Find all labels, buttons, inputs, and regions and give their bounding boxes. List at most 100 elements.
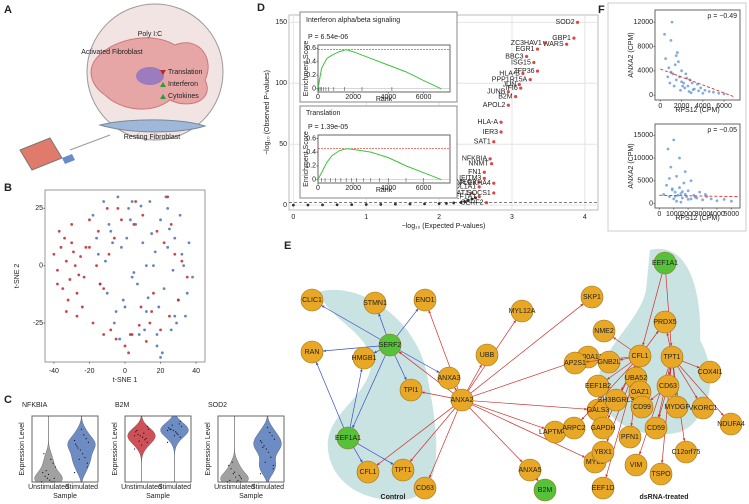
x-axis-label: RPS12 (CPM) (675, 215, 719, 222)
edge (472, 400, 588, 411)
y-tick-label: 5000 (637, 178, 653, 185)
point (109, 229, 113, 233)
point-label: PPP1R15A (492, 76, 528, 83)
point-label: COL1A1 (449, 184, 476, 191)
point (95, 236, 98, 240)
node-label: EEF1A1 (335, 435, 361, 442)
point (134, 200, 138, 203)
point (166, 195, 170, 199)
point (492, 181, 496, 185)
node-label: EEF1B2 (585, 383, 611, 390)
point (139, 435, 141, 437)
point (45, 470, 47, 472)
point (111, 241, 114, 245)
node (437, 366, 461, 390)
point (394, 202, 397, 206)
point (180, 252, 184, 256)
point (169, 223, 173, 226)
x-tick-label: 3 (510, 214, 514, 221)
point (470, 191, 474, 195)
point (477, 180, 481, 184)
point (139, 305, 143, 309)
node-label: SKP1 (583, 294, 601, 301)
point (175, 321, 178, 325)
point (445, 202, 448, 205)
point (91, 213, 95, 217)
point (680, 80, 683, 84)
node-label: GAPDH (591, 425, 616, 432)
point (271, 435, 273, 437)
edge (606, 362, 632, 380)
node (674, 440, 698, 464)
point (676, 60, 680, 64)
point (668, 195, 671, 199)
node-label: TPT1 (394, 467, 411, 474)
node-label: UBA52 (625, 375, 647, 382)
point (364, 203, 368, 206)
edge (376, 406, 454, 466)
point (528, 77, 532, 82)
edge (658, 396, 666, 418)
point (683, 192, 687, 196)
point (519, 86, 523, 90)
point (56, 268, 59, 272)
diagram (19, 3, 224, 171)
point (83, 434, 85, 436)
point (120, 245, 123, 249)
edge (378, 313, 387, 335)
y-tick-label: 50 (279, 141, 287, 148)
point (675, 174, 679, 178)
point (125, 236, 129, 240)
nucleus (136, 67, 164, 85)
point (59, 245, 63, 249)
flask-cap (62, 154, 75, 164)
edge (428, 410, 459, 478)
node-label: ANXA2 (451, 397, 474, 404)
point (47, 473, 50, 476)
x-tick-label: 6000 (416, 94, 432, 101)
y-axis-label: ANXA2 (CPM) (628, 143, 635, 188)
x-tick-label: -40 (49, 368, 59, 375)
node (563, 351, 587, 375)
x-tick-label: 1000 (666, 211, 682, 218)
x-tick-label: Stimulated (158, 484, 191, 491)
point (175, 431, 177, 433)
edge (471, 404, 586, 458)
point (230, 468, 232, 470)
point (64, 259, 68, 263)
point (166, 245, 170, 249)
y-axis-label: −log₁₀ (Observed P-values) (264, 70, 271, 155)
fit-line (660, 68, 735, 98)
point (102, 333, 106, 336)
violin (253, 415, 282, 483)
y-tick-label: 100 (275, 80, 287, 87)
point (141, 213, 145, 217)
x-tick-label: 4000 (709, 211, 725, 218)
y-axis-label: ANXA2 (CPM) (628, 32, 635, 77)
point (672, 197, 676, 201)
point (690, 81, 694, 85)
node (665, 395, 689, 419)
point (66, 298, 70, 302)
point (543, 41, 547, 45)
node (592, 319, 616, 343)
violin (160, 415, 189, 482)
point (104, 259, 107, 263)
point (232, 473, 234, 475)
point (482, 170, 486, 174)
edge (535, 478, 539, 482)
node (413, 288, 437, 312)
point (173, 435, 176, 437)
point (179, 436, 181, 438)
node-label: ANXA3 (438, 375, 461, 382)
diagram-label: Translation (168, 69, 202, 76)
y-tick-label: 0 (312, 176, 316, 183)
point (128, 218, 132, 222)
point (109, 328, 113, 332)
point (521, 71, 525, 76)
y-axis-label: t-SNE 2 (14, 264, 21, 289)
point (699, 86, 703, 90)
point (169, 328, 173, 332)
node-label: LAPTM4A (539, 429, 571, 436)
point (423, 202, 426, 206)
